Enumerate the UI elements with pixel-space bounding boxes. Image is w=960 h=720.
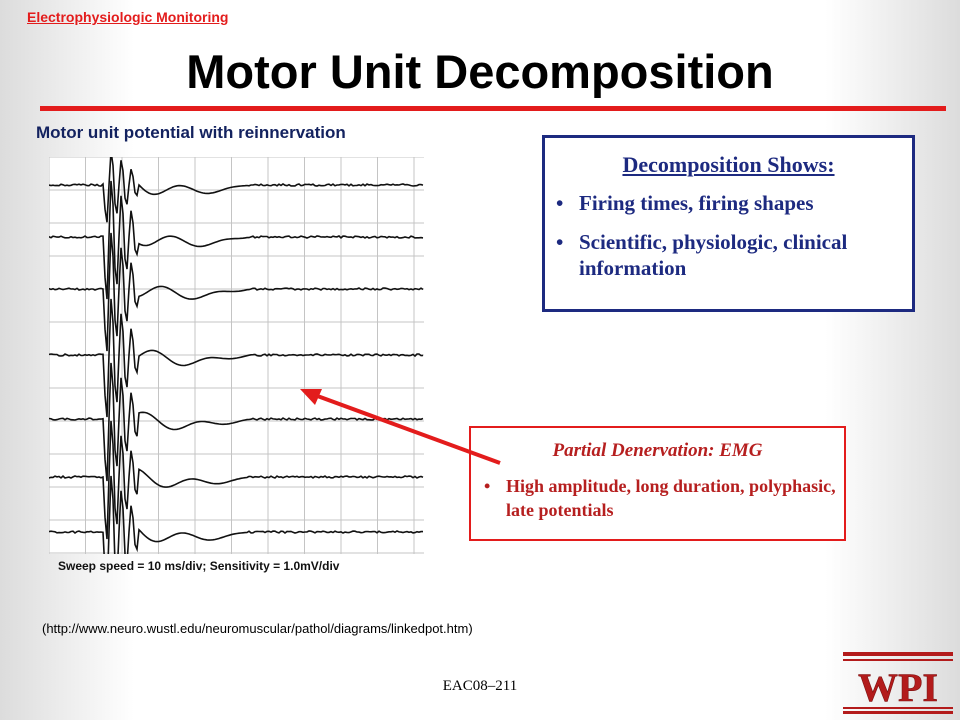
title-underline [40, 106, 946, 111]
wpi-logo: WPI [843, 652, 953, 714]
figure-caption: Sweep speed = 10 ms/div; Sensitivity = 1… [58, 559, 340, 573]
decomposition-list: Firing times, firing shapes Scientific, … [545, 190, 912, 281]
list-item: High amplitude, long duration, polyphasi… [484, 474, 844, 522]
denervation-heading: Partial Denervation: EMG [552, 440, 763, 461]
list-item: Firing times, firing shapes [556, 190, 912, 216]
decomposition-heading: Decomposition Shows: [622, 152, 835, 177]
emg-trace-image [49, 157, 424, 554]
list-item: Scientific, physiologic, clinical inform… [556, 229, 912, 281]
section-link[interactable]: Electrophysiologic Monitoring [27, 9, 229, 25]
slide-number: EAC08–211 [442, 678, 518, 694]
figure-subtitle: Motor unit potential with reinnervation [36, 123, 346, 142]
source-url[interactable]: (http://www.neuro.wustl.edu/neuromuscula… [42, 621, 473, 636]
slide-title: Motor Unit Decomposition [186, 45, 774, 98]
decomposition-box: Decomposition Shows: Firing times, firin… [542, 135, 915, 312]
denervation-box: Partial Denervation: EMG High amplitude,… [469, 426, 846, 541]
svg-text:WPI: WPI [858, 665, 938, 710]
denervation-list: High amplitude, long duration, polyphasi… [471, 474, 844, 522]
